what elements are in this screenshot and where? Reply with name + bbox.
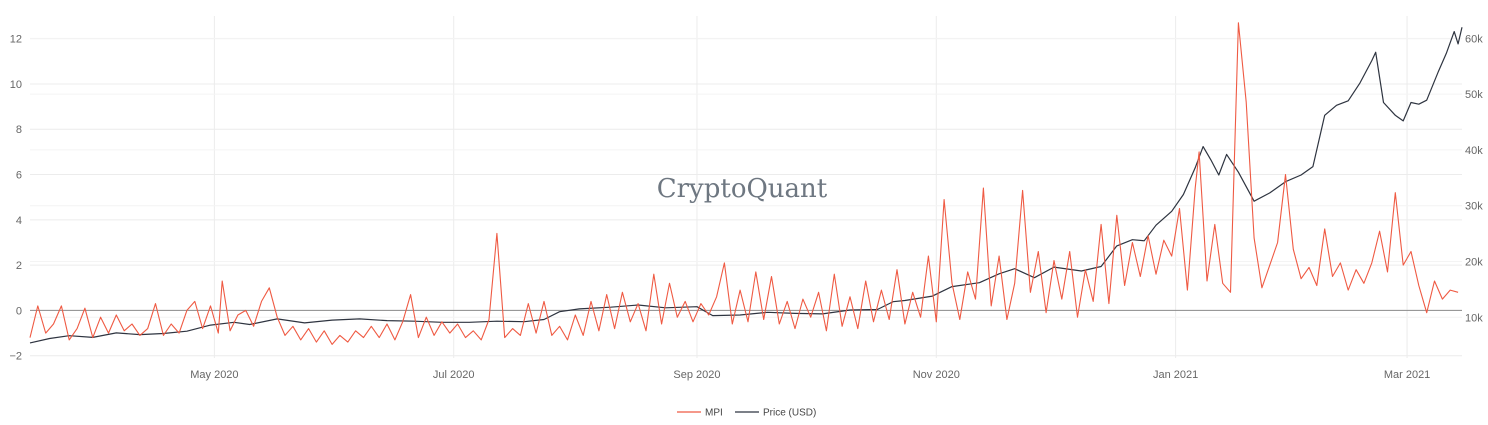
grid-lines [30,16,1462,358]
y-right-tick-label: 20k [1465,256,1483,268]
legend-item-price[interactable]: Price (USD) [735,408,816,419]
x-tick-label: May 2020 [190,369,238,381]
y-left-tick-label: 12 [10,34,22,46]
y-right-tick-label: 40k [1465,145,1483,157]
legend[interactable]: MPI Price (USD) [677,408,816,419]
series-lines [29,22,1463,345]
y-left-tick-label: −2 [9,351,22,363]
y-left-tick-label: 0 [16,305,22,317]
x-tick-label: Jan 2021 [1153,369,1198,381]
x-tick-label: Nov 2020 [913,369,960,381]
legend-label: Price (USD) [763,408,816,419]
x-tick-label: Jul 2020 [433,369,475,381]
y-left-tick-label: 6 [16,170,22,182]
x-tick-label: Sep 2020 [673,369,720,381]
legend-label: MPI [705,408,723,419]
x-tick-label: Mar 2021 [1384,369,1430,381]
y-right-tick-label: 60k [1465,33,1483,45]
y-left-tick-label: 8 [16,124,22,136]
y-left-tick-label: 4 [16,215,22,227]
y-left-tick-label: 10 [10,79,22,91]
y-right-tick-label: 10k [1465,312,1483,324]
y-right-tick-label: 50k [1465,89,1483,101]
y-left-tick-label: 2 [16,260,22,272]
legend-item-mpi[interactable]: MPI [677,408,723,419]
axes: May 2020 Jul 2020 Sep 2020 Nov 2020 Jan 2021… [9,33,1483,381]
y-right-tick-label: 30k [1465,201,1483,213]
cryptoquant-watermark: CryptoQuant [657,174,828,204]
mpi-series-line [29,22,1459,345]
